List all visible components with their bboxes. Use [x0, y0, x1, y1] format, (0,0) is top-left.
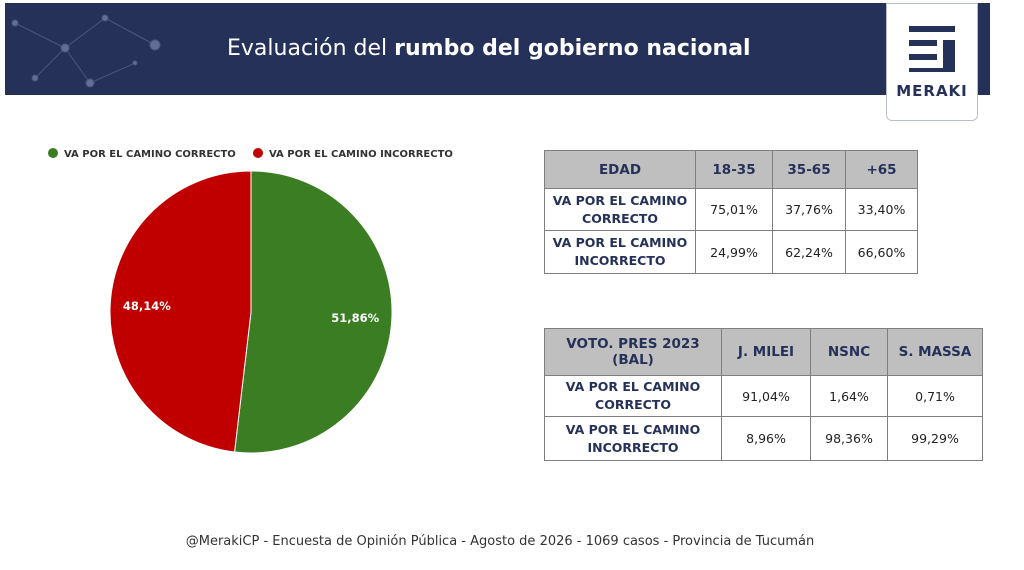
table-cell: VA POR EL CAMINO INCORRECTO: [544, 416, 722, 461]
table-cell: VA POR EL CAMINO CORRECTO: [544, 375, 722, 417]
slice-label: 48,14%: [123, 299, 171, 313]
table-cell: 98,36%: [810, 416, 888, 461]
logo-mark: [909, 26, 955, 72]
table-cell: 18-35: [695, 150, 773, 189]
pie-slice: [234, 170, 393, 454]
title-bold: rumbo del gobierno nacional: [394, 36, 751, 61]
table-row: VA POR EL CAMINO INCORRECTO 24,99% 62,24% 6…: [544, 230, 918, 274]
legend-swatch: [253, 148, 263, 158]
table-cell: VOTO. PRES 2023 (BAL): [544, 328, 722, 376]
table-cell: 33,40%: [845, 188, 918, 231]
legend-label: VA POR EL CAMINO INCORRECTO: [269, 149, 453, 160]
table-cell: 24,99%: [695, 230, 773, 274]
table-edad: EDAD 18-35 35-65 +65 VA POR EL CAMINO CORREC…: [544, 150, 918, 274]
banner: Evaluación del rumbo del gobierno nacion…: [5, 3, 990, 95]
table-cell: 8,96%: [721, 416, 811, 461]
title-regular: Evaluación del: [227, 36, 388, 61]
table-cell: 66,60%: [845, 230, 918, 274]
network-decoration: [11, 14, 161, 88]
title: Evaluación del rumbo del gobierno nacion…: [227, 36, 751, 61]
table-cell: 35-65: [772, 150, 846, 189]
table-cell: J. MILEI: [721, 328, 811, 376]
table-row: EDAD 18-35 35-65 +65: [544, 150, 918, 189]
table-row: VA POR EL CAMINO CORRECTO 75,01% 37,76% 33,…: [544, 188, 918, 231]
table-voto: VOTO. PRES 2023 (BAL) J. MILEI NSNC S. MASS…: [544, 328, 983, 461]
pie-slice: [109, 170, 252, 453]
logo: MERAKI: [886, 3, 978, 121]
legend-label: VA POR EL CAMINO CORRECTO: [64, 149, 236, 160]
table-cell: 0,71%: [887, 375, 983, 417]
table-cell: 75,01%: [695, 188, 773, 231]
table-cell: S. MASSA: [887, 328, 983, 376]
table-cell: EDAD: [544, 150, 696, 189]
table-cell: VA POR EL CAMINO INCORRECTO: [544, 230, 696, 274]
table-row: VOTO. PRES 2023 (BAL) J. MILEI NSNC S. MASS…: [544, 328, 983, 376]
legend-swatch: [48, 148, 58, 158]
table-cell: 91,04%: [721, 375, 811, 417]
footer: @MerakiCP - Encuesta de Opinión Pública …: [185, 534, 815, 549]
logo-text: MERAKI: [896, 82, 968, 100]
table-cell: 1,64%: [810, 375, 888, 417]
table-row: VA POR EL CAMINO INCORRECTO 8,96% 98,36% 99…: [544, 416, 983, 461]
table-cell: 62,24%: [772, 230, 846, 274]
pie-chart: VA POR EL CAMINO CORRECTO VA POR EL CAMIN…: [48, 148, 453, 454]
table-cell: 37,76%: [772, 188, 846, 231]
table-cell: NSNC: [810, 328, 888, 376]
table-cell: VA POR EL CAMINO CORRECTO: [544, 188, 696, 231]
slice-label: 51,86%: [331, 311, 379, 325]
table-cell: 99,29%: [887, 416, 983, 461]
table-row: VA POR EL CAMINO CORRECTO 91,04% 1,64% 0,71…: [544, 375, 983, 417]
table-cell: +65: [845, 150, 918, 189]
